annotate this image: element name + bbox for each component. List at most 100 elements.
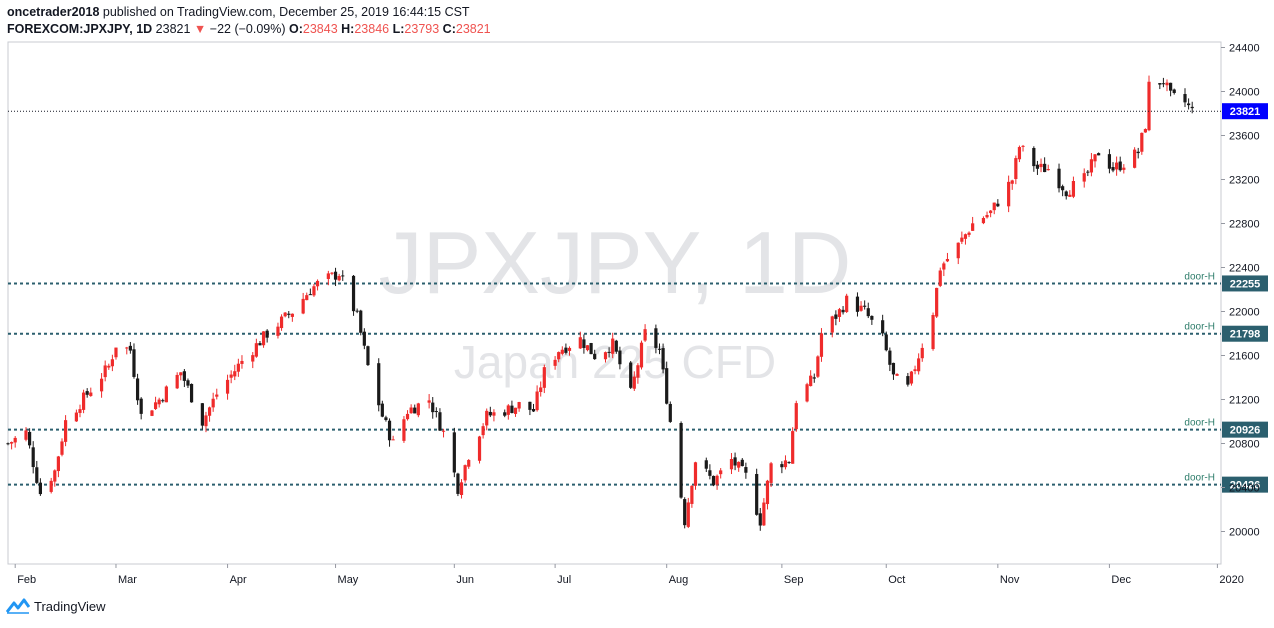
candle-body — [1046, 169, 1050, 171]
price-axis[interactable]: 20000 20400 20800 21200 21600 22000 22400 22800… — [1221, 43, 1268, 539]
candle-body — [528, 401, 532, 410]
candle-body — [416, 403, 420, 416]
candle-body — [265, 330, 269, 338]
watermark-symbol: JPXJPY, 1D — [379, 213, 852, 312]
candle-body — [89, 392, 93, 396]
x-tick-label: Jun — [456, 574, 474, 586]
candle-body — [758, 513, 762, 526]
candle-body — [53, 470, 57, 482]
candle-body — [125, 347, 129, 349]
price-change: −22 (−0.09%) — [209, 22, 286, 36]
close-label: C: — [442, 22, 456, 36]
candle-body — [639, 342, 644, 368]
high-label: H: — [341, 22, 355, 36]
candle-body — [1057, 168, 1061, 189]
candle-body — [668, 403, 672, 422]
candle-body — [794, 403, 798, 430]
y-tick-label: 20000 — [1229, 527, 1260, 539]
candle-body — [787, 462, 791, 464]
candle-body — [744, 467, 748, 473]
candle-body — [211, 398, 215, 408]
candle-body — [359, 310, 363, 333]
author-name[interactable]: oncetrader2018 — [7, 5, 100, 19]
candle-body — [438, 412, 442, 431]
level-price-tag — [1222, 476, 1268, 493]
candle-body — [895, 373, 899, 376]
candle-body — [704, 460, 708, 469]
candle-body — [315, 280, 320, 287]
candle-body — [215, 394, 219, 397]
candle-body — [1140, 132, 1144, 152]
candle-body — [1093, 154, 1097, 162]
x-tick-label: Apr — [230, 574, 247, 586]
candle-body — [582, 339, 586, 348]
time-axis[interactable]: Feb Mar Apr May Jun Jul Aug Sep Oct Nov Dec 2020 — [14, 564, 1244, 586]
candle-body — [139, 398, 143, 414]
publish-info: published on TradingView.com, December 2… — [102, 5, 470, 19]
candle-body — [56, 456, 60, 472]
level-price-label: 21798 — [1230, 329, 1261, 341]
candle-body — [1097, 153, 1101, 156]
x-tick-label: Oct — [888, 574, 905, 586]
candle-body — [1183, 94, 1187, 103]
candle-body — [200, 403, 204, 426]
candle-body — [308, 294, 312, 296]
candle-body — [917, 358, 921, 372]
candle-body — [1064, 191, 1068, 197]
candle-body — [557, 352, 561, 360]
x-tick-label: Dec — [1111, 574, 1131, 586]
candle-body — [427, 400, 431, 403]
candle-body — [632, 376, 636, 389]
candle-body — [636, 365, 640, 378]
candle-body — [186, 380, 190, 386]
candle-body — [488, 411, 492, 416]
candle-body — [1133, 149, 1137, 168]
candle-body — [240, 360, 244, 364]
candle-body — [434, 411, 438, 413]
candle-body — [459, 482, 464, 495]
candle-body — [1010, 180, 1014, 184]
candle-body — [992, 202, 996, 211]
brand-name[interactable]: TradingView — [34, 598, 106, 614]
candle-body — [477, 436, 482, 461]
candle-body — [377, 363, 381, 406]
candle-body — [387, 420, 392, 441]
x-tick-label: 2020 — [1219, 574, 1243, 586]
level-label: door-H — [1184, 271, 1215, 282]
candle-body — [589, 343, 593, 355]
candle-body — [845, 295, 849, 312]
candle-body — [989, 210, 993, 214]
candle-body — [855, 296, 860, 312]
candle-body — [780, 464, 784, 468]
candle-body — [981, 217, 986, 224]
candle-body — [665, 368, 669, 404]
candle-body — [467, 460, 471, 467]
candle-body — [258, 343, 262, 346]
candle-body — [1089, 159, 1094, 173]
candle-body — [236, 363, 240, 372]
candle-body — [593, 353, 597, 360]
candle-body — [1147, 81, 1151, 131]
tradingview-logo-icon[interactable] — [6, 598, 30, 614]
candles — [6, 75, 1194, 531]
y-tick-label: 24000 — [1229, 87, 1260, 99]
candle-body — [290, 313, 294, 317]
horizontal-levels: door-H 22255 door-H 21798 door-H 20926 door-H 2… — [8, 271, 1268, 493]
level-label: door-H — [1184, 418, 1215, 429]
candle-body — [261, 331, 266, 346]
last-price-tag — [1222, 103, 1268, 120]
candle-body — [1039, 163, 1043, 168]
candle-body — [881, 320, 885, 334]
candle-body — [251, 355, 255, 362]
candle-body — [1017, 147, 1022, 160]
candle-body — [492, 412, 496, 416]
candle-body — [733, 457, 737, 466]
candle-body — [888, 350, 892, 365]
y-tick-label: 21600 — [1229, 351, 1260, 363]
candle-body — [333, 271, 338, 280]
y-tick-label: 22000 — [1229, 307, 1260, 319]
candle-body — [585, 345, 590, 351]
candle-body — [956, 242, 960, 259]
chart-header: oncetrader2018 published on TradingView.… — [7, 4, 491, 38]
